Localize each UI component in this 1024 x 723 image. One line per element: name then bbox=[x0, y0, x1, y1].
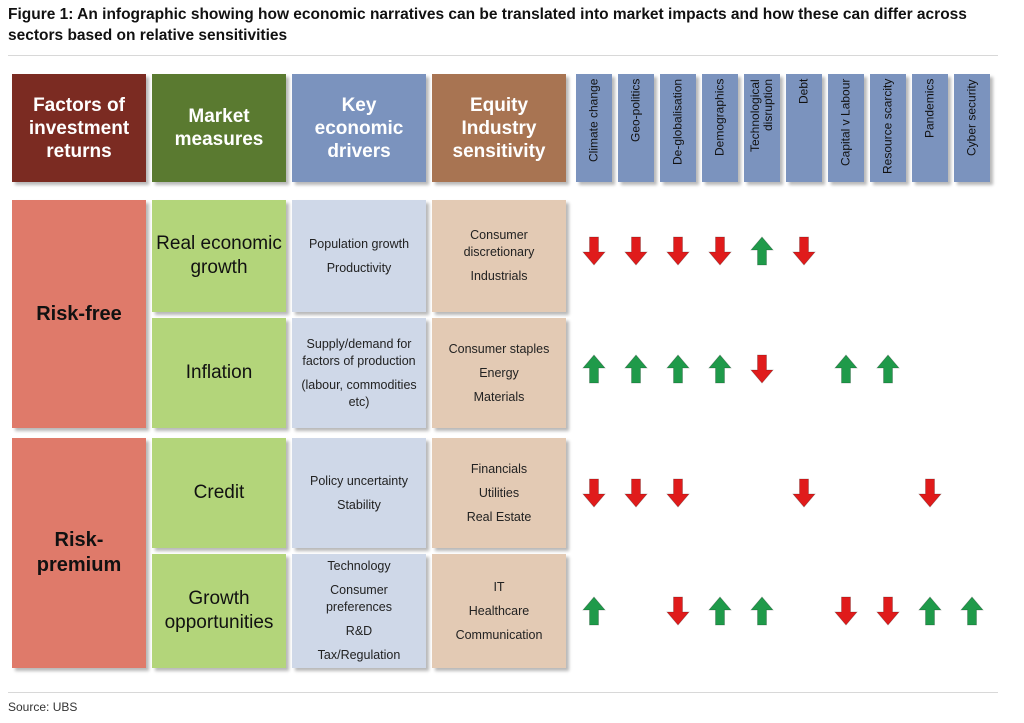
arrow-up-icon bbox=[750, 596, 774, 626]
driver-item: (labour, commodities etc) bbox=[301, 377, 417, 409]
driver-item: Consumer preferences bbox=[325, 583, 392, 614]
sector-item: Financials bbox=[470, 461, 528, 476]
arrow-down-icon bbox=[666, 478, 690, 508]
arrow-down-icon bbox=[918, 478, 942, 508]
narrative-header: Demographics bbox=[702, 74, 738, 182]
arrow-up-icon bbox=[708, 354, 732, 384]
header-factors: Factors of investment returns bbox=[12, 74, 146, 182]
header-drivers: Key economic drivers bbox=[292, 74, 426, 182]
arrow-up-icon bbox=[960, 596, 984, 626]
narrative-label: Resource scarcity bbox=[880, 79, 895, 175]
sector-item: Energy bbox=[479, 365, 519, 380]
sector-item: Consumer discretionary bbox=[463, 228, 535, 259]
measure-inflation: Inflation bbox=[152, 318, 286, 428]
sector-item: Consumer staples bbox=[448, 341, 550, 356]
narrative-header: Technological disruption bbox=[744, 74, 780, 182]
driver-item: Technology bbox=[327, 559, 391, 573]
driver-item: Stability bbox=[337, 497, 381, 512]
arrow-down-icon bbox=[792, 236, 816, 266]
narrative-header: Cyber security bbox=[954, 74, 990, 182]
narrative-header: Debt bbox=[786, 74, 822, 182]
arrow-down-icon bbox=[666, 596, 690, 626]
driver-item: Policy uncertainty bbox=[310, 473, 408, 488]
driver-item: R&D bbox=[345, 624, 373, 638]
arrow-up-icon bbox=[582, 596, 606, 626]
sectors-inflation: Consumer staples Energy Materials bbox=[432, 318, 566, 428]
source-note: Source: UBS bbox=[8, 700, 78, 714]
bottom-divider bbox=[8, 692, 998, 693]
top-divider bbox=[8, 55, 998, 56]
sector-item: Materials bbox=[473, 389, 525, 404]
arrow-down-icon bbox=[708, 236, 732, 266]
sector-item: Utilities bbox=[478, 485, 520, 500]
arrow-up-icon bbox=[834, 354, 858, 384]
arrow-up-icon bbox=[666, 354, 690, 384]
sector-item: Real Estate bbox=[466, 509, 532, 524]
factor-risk-premium: Risk-premium bbox=[12, 438, 146, 668]
narrative-label: Climate change bbox=[586, 79, 601, 163]
narrative-label: Capital v Labour bbox=[838, 79, 853, 167]
sectors-real-economic-growth: Consumer discretionary Industrials bbox=[432, 200, 566, 312]
drivers-growth-opportunities: Technology Consumer preferences R&D Tax/… bbox=[292, 554, 426, 668]
narrative-header: Resource scarcity bbox=[870, 74, 906, 182]
narrative-header: Geo-politics bbox=[618, 74, 654, 182]
narrative-label: Cyber security bbox=[964, 79, 979, 156]
figure-title: Figure 1: An infographic showing how eco… bbox=[8, 6, 967, 44]
arrow-down-icon bbox=[792, 478, 816, 508]
arrow-up-icon bbox=[582, 354, 606, 384]
narrative-label: Debt bbox=[796, 79, 811, 105]
narrative-label: Technological disruption bbox=[748, 79, 775, 152]
header-sensitivity: Equity Industry sensitivity bbox=[432, 74, 566, 182]
arrow-down-icon bbox=[624, 478, 648, 508]
factor-risk-free: Risk-free bbox=[12, 200, 146, 428]
sector-item: Industrials bbox=[470, 269, 528, 283]
driver-item: Productivity bbox=[326, 260, 392, 275]
arrow-up-icon bbox=[750, 236, 774, 266]
measure-real-economic-growth: Real economic growth bbox=[152, 200, 286, 312]
measure-growth-opportunities: Growth opportunities bbox=[152, 554, 286, 668]
arrow-down-icon bbox=[666, 236, 690, 266]
narrative-label: Pandemics bbox=[922, 79, 937, 139]
arrow-up-icon bbox=[876, 354, 900, 384]
narrative-header: Capital v Labour bbox=[828, 74, 864, 182]
drivers-real-economic-growth: Population growth Productivity bbox=[292, 200, 426, 312]
driver-item: Tax/Regulation bbox=[317, 648, 401, 662]
arrow-down-icon bbox=[834, 596, 858, 626]
driver-item: Population growth bbox=[308, 236, 410, 251]
drivers-credit: Policy uncertainty Stability bbox=[292, 438, 426, 548]
sectors-credit: Financials Utilities Real Estate bbox=[432, 438, 566, 548]
narrative-header: Pandemics bbox=[912, 74, 948, 182]
arrow-up-icon bbox=[708, 596, 732, 626]
narrative-label: Geo-politics bbox=[628, 79, 643, 143]
measure-credit: Credit bbox=[152, 438, 286, 548]
narrative-label: De-globalisation bbox=[670, 79, 685, 166]
arrow-up-icon bbox=[624, 354, 648, 384]
arrow-down-icon bbox=[750, 354, 774, 384]
arrow-down-icon bbox=[876, 596, 900, 626]
sector-item: Communication bbox=[455, 627, 543, 642]
header-measures: Market measures bbox=[152, 74, 286, 182]
sector-item: Healthcare bbox=[468, 603, 530, 618]
sector-item: IT bbox=[493, 579, 505, 594]
arrow-down-icon bbox=[582, 478, 606, 508]
narrative-header: Climate change bbox=[576, 74, 612, 182]
driver-item: Supply/demand for factors of production bbox=[302, 336, 416, 368]
narrative-header: De-globalisation bbox=[660, 74, 696, 182]
narrative-label: Demographics bbox=[712, 79, 727, 157]
arrow-down-icon bbox=[624, 236, 648, 266]
sectors-growth-opportunities: IT Healthcare Communication bbox=[432, 554, 566, 668]
arrow-down-icon bbox=[582, 236, 606, 266]
drivers-inflation: Supply/demand for factors of production … bbox=[292, 318, 426, 428]
arrow-up-icon bbox=[918, 596, 942, 626]
